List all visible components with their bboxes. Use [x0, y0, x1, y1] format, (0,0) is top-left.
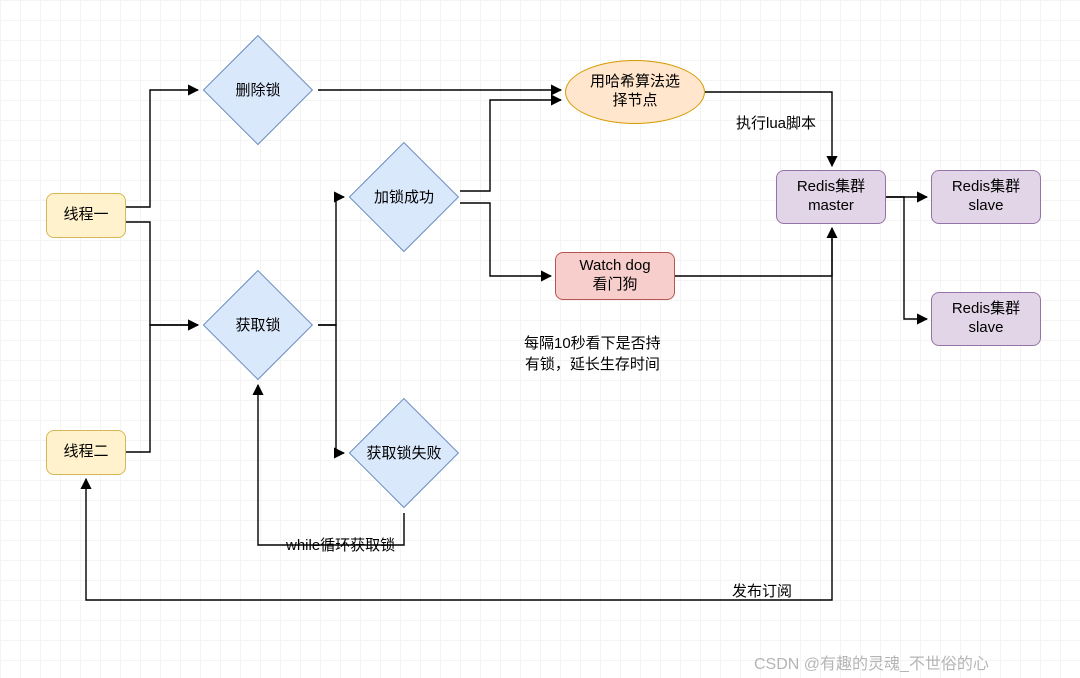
label: 线程二 [63, 443, 108, 462]
node-watchdog: Watch dog看门狗 [555, 252, 675, 300]
label: 加锁成功 [374, 186, 434, 207]
node-acquire-lock: 获取锁 [219, 286, 297, 364]
node-lock-fail: 获取锁失败 [365, 414, 443, 492]
node-redis-master: Redis集群master [776, 170, 886, 224]
label: 获取锁失败 [366, 442, 441, 463]
label-lua-script: 执行lua脚本 [736, 112, 816, 133]
label-while-loop: while循环获取锁 [286, 534, 395, 555]
node-redis-slave-2: Redis集群slave [931, 292, 1041, 346]
label: 获取锁 [235, 314, 280, 335]
node-hash-select: 用哈希算法选择节点 [565, 60, 705, 124]
label: Redis集群slave [952, 300, 1020, 338]
watermark: CSDN @有趣的灵魂_不世俗的心 [754, 650, 989, 674]
label: Watch dog看门狗 [579, 257, 650, 295]
node-thread-1: 线程一 [46, 193, 126, 238]
label: Redis集群slave [952, 178, 1020, 216]
label: 线程一 [63, 206, 108, 225]
node-lock-success: 加锁成功 [365, 158, 443, 236]
label: Redis集群master [797, 178, 865, 216]
node-thread-2: 线程二 [46, 430, 126, 475]
label-pubsub: 发布订阅 [732, 580, 792, 601]
label: 删除锁 [235, 79, 280, 100]
label-interval: 每隔10秒看下是否持有锁，延长生存时间 [524, 332, 661, 374]
label: 用哈希算法选择节点 [590, 73, 680, 111]
node-redis-slave-1: Redis集群slave [931, 170, 1041, 224]
node-delete-lock: 删除锁 [219, 51, 297, 129]
